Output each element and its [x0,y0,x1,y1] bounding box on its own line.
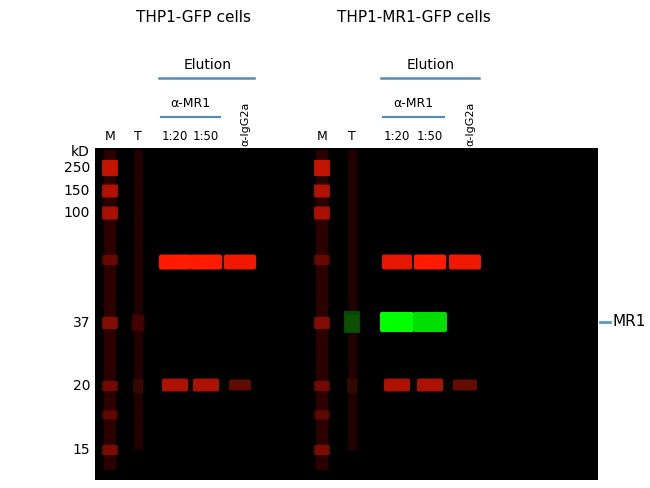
Text: THP1-GFP cells: THP1-GFP cells [136,10,252,25]
Text: 1:20: 1:20 [384,130,410,143]
Text: kD: kD [71,145,90,159]
FancyBboxPatch shape [384,379,410,391]
FancyBboxPatch shape [382,255,412,269]
FancyBboxPatch shape [413,312,447,332]
FancyBboxPatch shape [133,379,144,393]
FancyBboxPatch shape [190,255,222,269]
Text: 150: 150 [64,184,90,198]
FancyBboxPatch shape [102,317,118,329]
Text: M: M [105,130,116,143]
FancyBboxPatch shape [314,160,330,176]
FancyBboxPatch shape [102,410,118,420]
FancyBboxPatch shape [102,160,118,176]
Text: THP1-MR1-GFP cells: THP1-MR1-GFP cells [337,10,491,25]
FancyBboxPatch shape [417,379,443,391]
FancyBboxPatch shape [314,184,330,198]
FancyBboxPatch shape [346,379,358,393]
FancyBboxPatch shape [314,255,330,265]
Text: α-IgG2a: α-IgG2a [465,102,475,146]
Text: 37: 37 [73,316,90,330]
Text: M: M [317,130,328,143]
Bar [104,150,116,470]
FancyBboxPatch shape [162,379,188,391]
FancyBboxPatch shape [102,381,118,391]
Text: 250: 250 [64,161,90,175]
FancyBboxPatch shape [229,380,251,390]
FancyBboxPatch shape [102,206,118,220]
Text: 1:50: 1:50 [193,130,219,143]
Text: Elution: Elution [407,58,455,72]
FancyBboxPatch shape [193,379,219,391]
Text: 15: 15 [72,443,90,457]
FancyBboxPatch shape [102,255,118,265]
FancyBboxPatch shape [346,315,359,331]
Bar [316,150,328,470]
Bar [95,148,598,480]
FancyBboxPatch shape [102,184,118,198]
FancyBboxPatch shape [224,255,256,269]
FancyBboxPatch shape [102,445,118,455]
FancyBboxPatch shape [314,381,330,391]
Text: α-MR1: α-MR1 [170,97,211,110]
Text: 100: 100 [64,206,90,220]
FancyBboxPatch shape [453,380,477,390]
Text: Elution: Elution [183,58,231,72]
Bar [348,150,356,450]
FancyBboxPatch shape [314,317,330,329]
Text: MR1: MR1 [612,314,645,329]
FancyBboxPatch shape [449,255,481,269]
Text: T: T [348,130,356,143]
Text: α-IgG2a: α-IgG2a [240,102,250,146]
Text: 1:50: 1:50 [417,130,443,143]
FancyBboxPatch shape [159,255,191,269]
Text: α-MR1: α-MR1 [393,97,434,110]
Text: 1:20: 1:20 [162,130,188,143]
FancyBboxPatch shape [344,311,360,333]
Bar [133,150,142,450]
Text: T: T [134,130,142,143]
Text: 20: 20 [73,379,90,393]
FancyBboxPatch shape [131,315,144,331]
FancyBboxPatch shape [414,255,446,269]
FancyBboxPatch shape [314,410,330,420]
FancyBboxPatch shape [314,206,330,220]
FancyBboxPatch shape [314,445,330,455]
FancyBboxPatch shape [380,312,414,332]
